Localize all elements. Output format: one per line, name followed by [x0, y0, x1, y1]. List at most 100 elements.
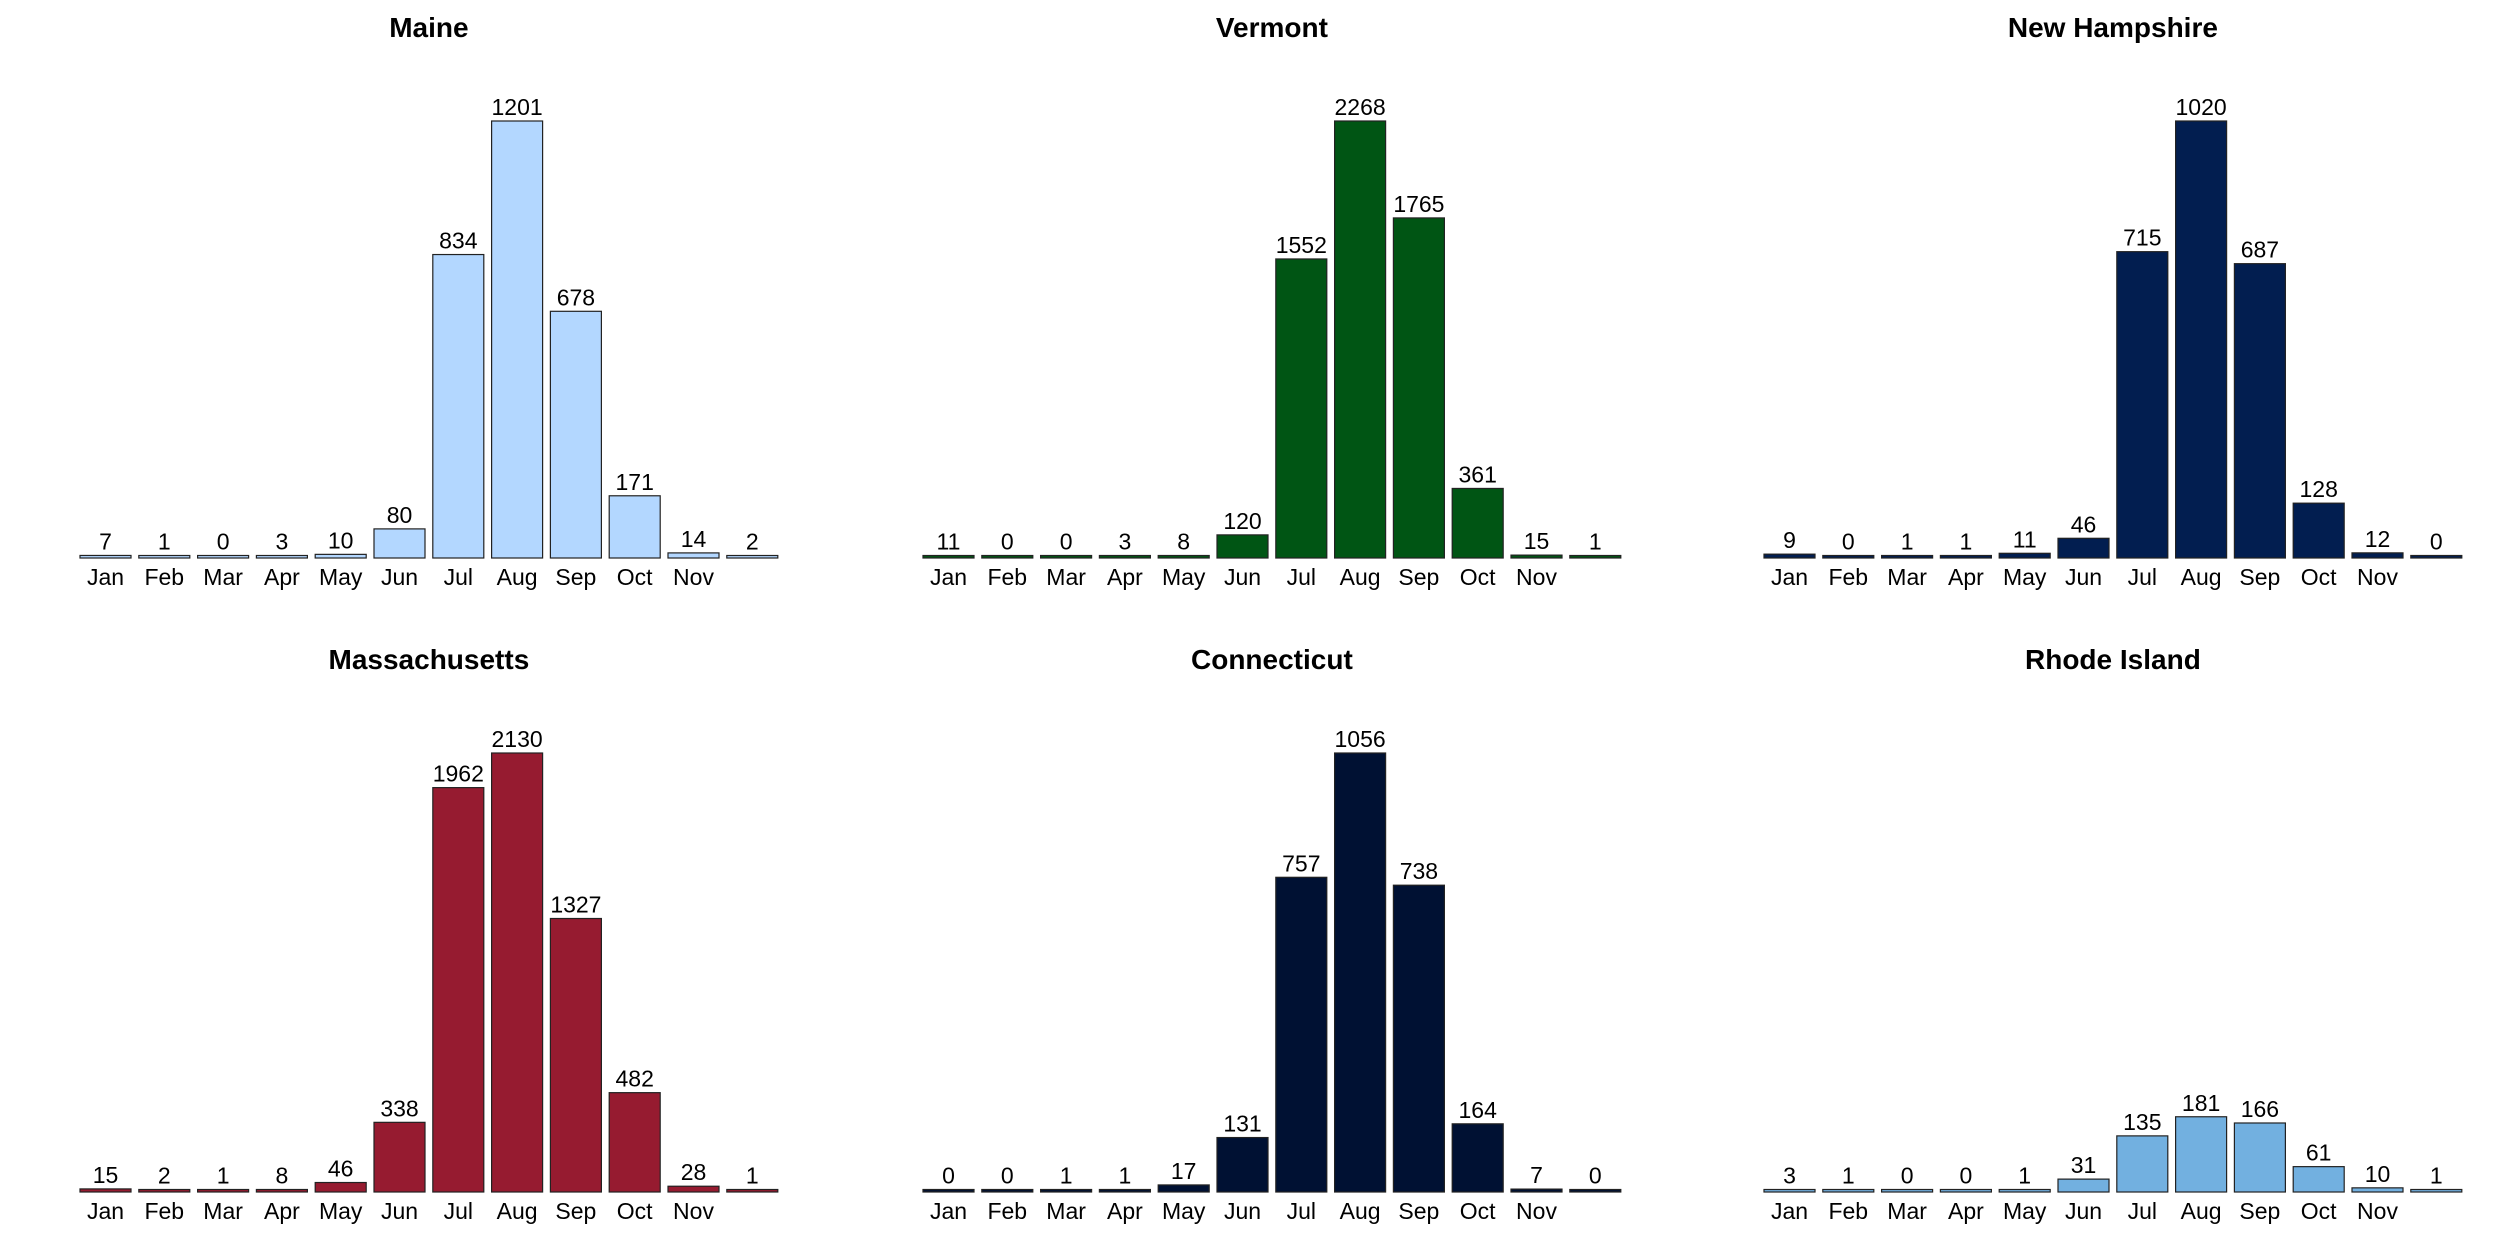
- panel-title: Connecticut: [1191, 644, 1353, 675]
- value-label: 678: [557, 284, 595, 310]
- tick-label: Nov: [2357, 564, 2398, 590]
- value-label: 757: [1282, 850, 1320, 876]
- bar-mar: [197, 554, 250, 559]
- panel-title: Vermont: [1216, 12, 1328, 43]
- bar-feb: [138, 554, 191, 559]
- value-label: 14: [681, 526, 707, 552]
- tick-label: May: [319, 564, 363, 590]
- bar-jan: [1763, 553, 1816, 559]
- bar-may: [314, 553, 367, 559]
- bar-jun: [2057, 1178, 2110, 1193]
- tick-label: Oct: [2301, 1198, 2337, 1224]
- value-label: 1962: [433, 761, 484, 787]
- tick-label: Nov: [2357, 1198, 2398, 1224]
- bar-jan: [922, 554, 975, 559]
- value-label: 1: [217, 1163, 230, 1189]
- value-label: 46: [328, 1156, 354, 1182]
- value-label: 0: [1960, 1163, 1973, 1189]
- tick-label: Apr: [264, 1198, 300, 1224]
- value-label: 361: [1459, 461, 1497, 487]
- tick-label: Aug: [1340, 564, 1381, 590]
- tick-label: Jan: [1771, 564, 1808, 590]
- tick-label: Feb: [987, 1198, 1027, 1224]
- bar-nov: [2351, 552, 2404, 559]
- bar-dec: [726, 554, 779, 559]
- panel-rhode-island: Rhode Island 3 Jan 1 Feb 0 Mar 0 Apr 1 May 31 Jun 135…: [1763, 644, 2463, 1224]
- tick-label: Mar: [1887, 564, 1927, 590]
- panel-new-hampshire: New Hampshire 9 Jan 0 Feb 1 Mar 1 Apr 11 May 46 Jun 7…: [1763, 12, 2463, 590]
- bar-jan: [79, 554, 132, 559]
- bar-mar: [1880, 1188, 1934, 1193]
- bar-nov: [1510, 1188, 1563, 1193]
- bar-oct: [2292, 1166, 2345, 1193]
- bar-dec: [1569, 1188, 1622, 1193]
- value-label: 10: [328, 527, 354, 553]
- panel-title: Rhode Island: [2025, 644, 2201, 675]
- tick-label: Sep: [1398, 1198, 1439, 1224]
- tick-label: Jul: [2128, 564, 2157, 590]
- tick-label: Feb: [144, 564, 184, 590]
- bar-jul: [432, 253, 485, 559]
- bar-jun: [1216, 1136, 1269, 1193]
- bar-oct: [1451, 1123, 1504, 1193]
- tick-label: Nov: [1516, 1198, 1557, 1224]
- value-label: 61: [2306, 1140, 2332, 1166]
- bar-jan: [922, 1188, 975, 1193]
- tick-label: Mar: [203, 1198, 243, 1224]
- value-label: 1: [1960, 529, 1973, 555]
- value-label: 8: [276, 1163, 289, 1189]
- value-label: 0: [942, 1163, 955, 1189]
- bar-jul: [1275, 876, 1328, 1193]
- tick-label: Aug: [1340, 1198, 1381, 1224]
- bar-may: [1998, 552, 2051, 559]
- value-label: 0: [1001, 1163, 1014, 1189]
- value-label: 46: [2071, 511, 2097, 537]
- value-label: 1: [746, 1163, 759, 1189]
- value-label: 1056: [1335, 726, 1386, 752]
- bar-feb: [1822, 554, 1875, 559]
- tick-label: Jul: [1287, 1198, 1316, 1224]
- bar-sep: [2233, 263, 2286, 559]
- tick-label: Jun: [381, 1198, 418, 1224]
- tick-label: Jul: [444, 1198, 473, 1224]
- value-label: 15: [1524, 528, 1550, 554]
- tick-label: Sep: [2239, 564, 2280, 590]
- value-label: 166: [2241, 1096, 2279, 1122]
- tick-label: Mar: [1046, 1198, 1086, 1224]
- bar-apr: [1939, 554, 1993, 559]
- bar-sep: [1392, 884, 1446, 1193]
- value-label: 3: [1783, 1163, 1796, 1189]
- bar-mar: [1039, 554, 1093, 559]
- value-label: 738: [1400, 858, 1438, 884]
- tick-label: Mar: [203, 564, 243, 590]
- value-label: 12: [2365, 526, 2391, 552]
- bar-nov: [667, 552, 720, 559]
- tick-label: May: [1162, 564, 1206, 590]
- value-label: 0: [1060, 529, 1073, 555]
- bar-dec: [1569, 554, 1622, 559]
- value-label: 0: [217, 529, 230, 555]
- value-label: 1: [1060, 1163, 1073, 1189]
- tick-label: Oct: [617, 1198, 653, 1224]
- value-label: 28: [681, 1159, 707, 1185]
- tick-label: May: [2003, 1198, 2047, 1224]
- tick-label: Mar: [1887, 1198, 1927, 1224]
- value-label: 17: [1171, 1158, 1197, 1184]
- bar-dec: [726, 1188, 779, 1193]
- bar-mar: [1039, 1188, 1093, 1193]
- tick-label: Jan: [87, 1198, 124, 1224]
- panel-connecticut: Connecticut 0 Jan 0 Feb 1 Mar 1 Apr 17 May 131 Jun 75…: [922, 644, 1622, 1224]
- tick-label: Apr: [1948, 564, 1984, 590]
- tick-label: Oct: [617, 564, 653, 590]
- bar-mar: [1880, 554, 1934, 559]
- bar-apr: [1939, 1188, 1993, 1193]
- value-label: 0: [2430, 529, 2443, 555]
- bar-apr: [255, 554, 308, 559]
- value-label: 131: [1223, 1111, 1261, 1137]
- bar-jul: [2116, 251, 2169, 559]
- value-label: 171: [616, 469, 654, 495]
- bar-nov: [667, 1185, 720, 1193]
- tick-label: Mar: [1046, 564, 1086, 590]
- tick-label: Feb: [144, 1198, 184, 1224]
